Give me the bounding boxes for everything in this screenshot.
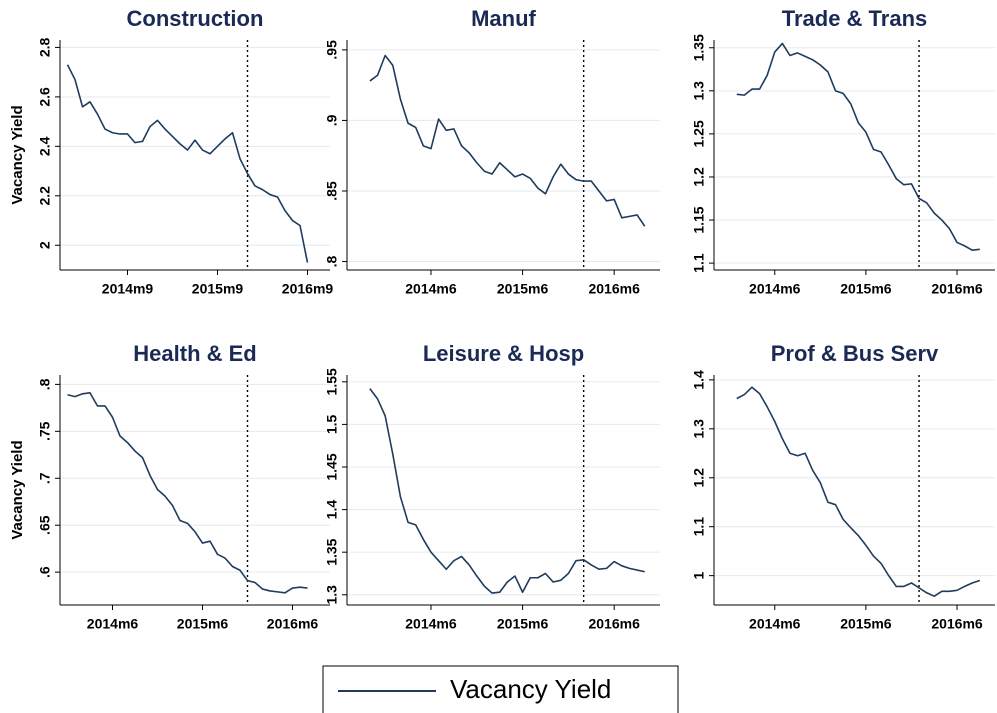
panel-title: Manuf bbox=[471, 6, 536, 31]
y-tick-label: 2.4 bbox=[37, 136, 53, 156]
y-tick-label: 1 bbox=[691, 572, 707, 580]
y-tick-label: .85 bbox=[324, 181, 340, 201]
y-tick-label: 1.3 bbox=[324, 585, 340, 605]
series-line bbox=[67, 392, 308, 594]
y-tick-label: .8 bbox=[324, 255, 340, 267]
y-axis-label: Vacancy Yield bbox=[9, 105, 26, 204]
y-tick-label: 1.5 bbox=[324, 414, 340, 434]
y-tick-label: 1.3 bbox=[691, 81, 707, 101]
y-tick-label: 1.25 bbox=[691, 120, 707, 147]
panel-title: Trade & Trans bbox=[782, 6, 928, 31]
y-tick-label: 1.45 bbox=[324, 453, 340, 480]
x-tick-label: 2014m6 bbox=[87, 616, 139, 632]
y-tick-label: .95 bbox=[324, 40, 340, 60]
y-tick-label: 1.4 bbox=[691, 370, 707, 390]
panel-title: Leisure & Hosp bbox=[423, 341, 584, 366]
x-tick-label: 2014m6 bbox=[405, 616, 457, 632]
y-tick-label: 2.6 bbox=[37, 87, 53, 107]
panel-title: Prof & Bus Serv bbox=[771, 341, 939, 366]
y-tick-label: 2.2 bbox=[37, 186, 53, 206]
y-tick-label: .9 bbox=[324, 114, 340, 126]
y-tick-label: 2 bbox=[37, 241, 53, 249]
x-tick-label: 2014m6 bbox=[749, 616, 801, 632]
panel-title: Health & Ed bbox=[133, 341, 256, 366]
y-tick-label: .8 bbox=[37, 378, 53, 390]
y-axis-label: Vacancy Yield bbox=[9, 440, 26, 539]
x-tick-label: 2015m6 bbox=[497, 281, 549, 297]
series-line bbox=[66, 64, 309, 263]
series-line bbox=[369, 388, 645, 594]
series-line bbox=[736, 386, 981, 597]
x-tick-label: 2016m9 bbox=[282, 281, 334, 297]
x-tick-label: 2014m9 bbox=[102, 281, 154, 297]
x-tick-label: 2015m9 bbox=[192, 281, 244, 297]
x-tick-label: 2015m6 bbox=[177, 616, 229, 632]
x-tick-label: 2016m6 bbox=[931, 281, 983, 297]
x-tick-label: 2016m6 bbox=[588, 281, 640, 297]
x-tick-label: 2015m6 bbox=[840, 616, 892, 632]
y-tick-label: 2.8 bbox=[37, 37, 53, 57]
panel-title: Construction bbox=[127, 6, 264, 31]
y-tick-label: .7 bbox=[37, 472, 53, 484]
y-tick-label: 1.1 bbox=[691, 517, 707, 537]
y-tick-label: 1.1 bbox=[691, 253, 707, 273]
y-tick-label: .65 bbox=[37, 515, 53, 535]
legend-box bbox=[322, 665, 679, 713]
y-tick-label: 1.35 bbox=[691, 34, 707, 61]
y-tick-label: 1.35 bbox=[324, 538, 340, 565]
x-tick-label: 2015m6 bbox=[497, 616, 549, 632]
y-tick-label: .75 bbox=[37, 421, 53, 441]
series-line bbox=[369, 54, 646, 227]
y-tick-label: 1.55 bbox=[324, 368, 340, 395]
x-tick-label: 2015m6 bbox=[840, 281, 892, 297]
x-tick-label: 2016m6 bbox=[931, 616, 983, 632]
x-tick-label: 2014m6 bbox=[749, 281, 801, 297]
x-tick-label: 2016m6 bbox=[588, 616, 640, 632]
y-tick-label: 1.15 bbox=[691, 206, 707, 233]
x-tick-label: 2014m6 bbox=[405, 281, 457, 297]
x-tick-label: 2016m6 bbox=[267, 616, 319, 632]
y-tick-label: 1.3 bbox=[691, 419, 707, 439]
y-tick-label: .6 bbox=[37, 566, 53, 578]
y-tick-label: 1.2 bbox=[691, 167, 707, 187]
legend-label: Vacancy Yield bbox=[450, 674, 611, 704]
series-line bbox=[736, 42, 980, 251]
y-tick-label: 1.4 bbox=[324, 500, 340, 520]
y-tick-label: 1.2 bbox=[691, 468, 707, 488]
